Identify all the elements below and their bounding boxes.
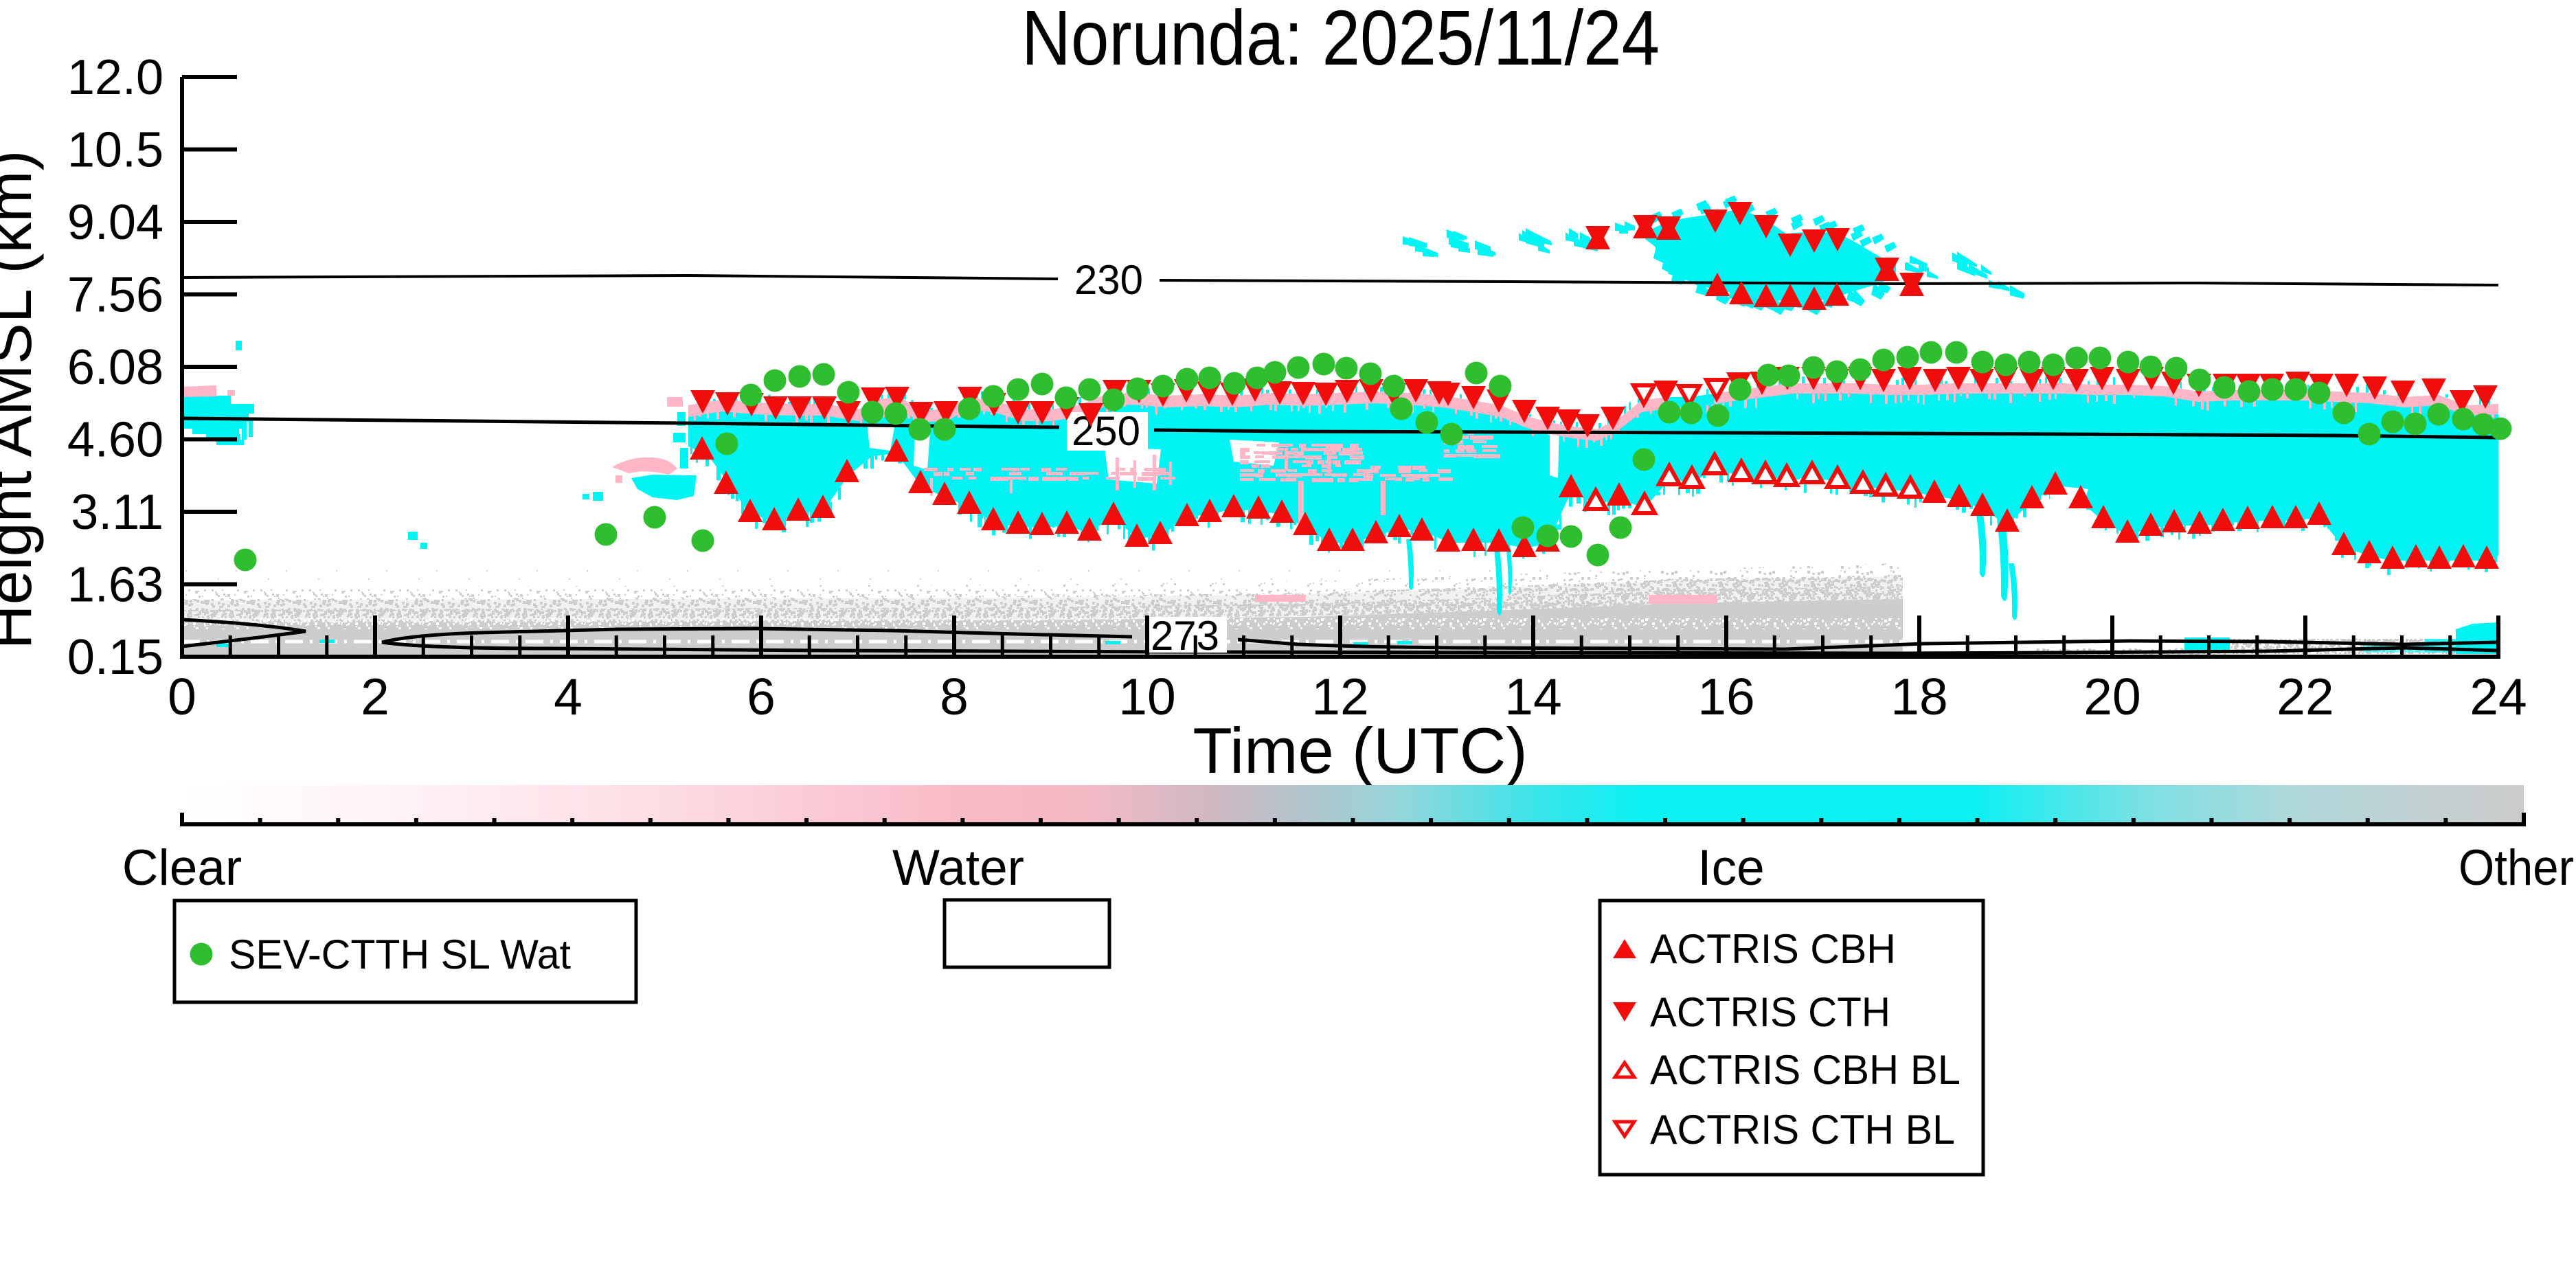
svg-text:Water: Water <box>892 840 1024 896</box>
svg-text:4.60: 4.60 <box>67 413 163 468</box>
svg-text:ACTRIS CTH BL: ACTRIS CTH BL <box>1650 1107 1955 1153</box>
svg-text:ACTRIS CBH BL: ACTRIS CBH BL <box>1650 1047 1961 1093</box>
svg-text:20: 20 <box>2083 668 2140 725</box>
svg-text:14: 14 <box>1504 668 1561 725</box>
svg-text:Clear: Clear <box>122 840 242 896</box>
svg-text:Norunda: 2025/11/24: Norunda: 2025/11/24 <box>1021 0 1660 81</box>
svg-text:3.11: 3.11 <box>71 485 163 540</box>
svg-text:2: 2 <box>361 668 389 725</box>
svg-text:10: 10 <box>1118 668 1175 725</box>
svg-text:Other: Other <box>2459 840 2574 896</box>
svg-text:0.15: 0.15 <box>67 630 163 685</box>
svg-text:18: 18 <box>1890 668 1947 725</box>
svg-text:Ice: Ice <box>1697 840 1764 896</box>
svg-text:0: 0 <box>168 668 196 725</box>
svg-text:9.04: 9.04 <box>67 195 163 250</box>
svg-text:6: 6 <box>747 668 776 725</box>
svg-text:230: 230 <box>1074 257 1143 303</box>
svg-text:22: 22 <box>2276 668 2334 725</box>
svg-text:ACTRIS CBH: ACTRIS CBH <box>1650 926 1896 972</box>
svg-text:7.56: 7.56 <box>67 268 163 323</box>
svg-text:273: 273 <box>1151 613 1219 659</box>
svg-text:250: 250 <box>1072 408 1140 454</box>
svg-text:8: 8 <box>940 668 969 725</box>
svg-text:12.0: 12.0 <box>67 50 163 105</box>
svg-text:Height AMSL (km): Height AMSL (km) <box>0 150 45 650</box>
svg-text:6.08: 6.08 <box>67 340 163 395</box>
svg-text:4: 4 <box>554 668 583 725</box>
svg-text:12: 12 <box>1311 668 1368 725</box>
svg-text:24: 24 <box>2470 668 2527 725</box>
svg-text:10.5: 10.5 <box>67 123 163 178</box>
svg-text:16: 16 <box>1697 668 1754 725</box>
svg-text:Time (UTC): Time (UTC) <box>1193 714 1527 787</box>
svg-text:ACTRIS CTH: ACTRIS CTH <box>1650 989 1890 1035</box>
svg-text:1.63: 1.63 <box>67 558 163 613</box>
svg-text:SEV-CTTH SL Wat: SEV-CTTH SL Wat <box>229 931 571 978</box>
